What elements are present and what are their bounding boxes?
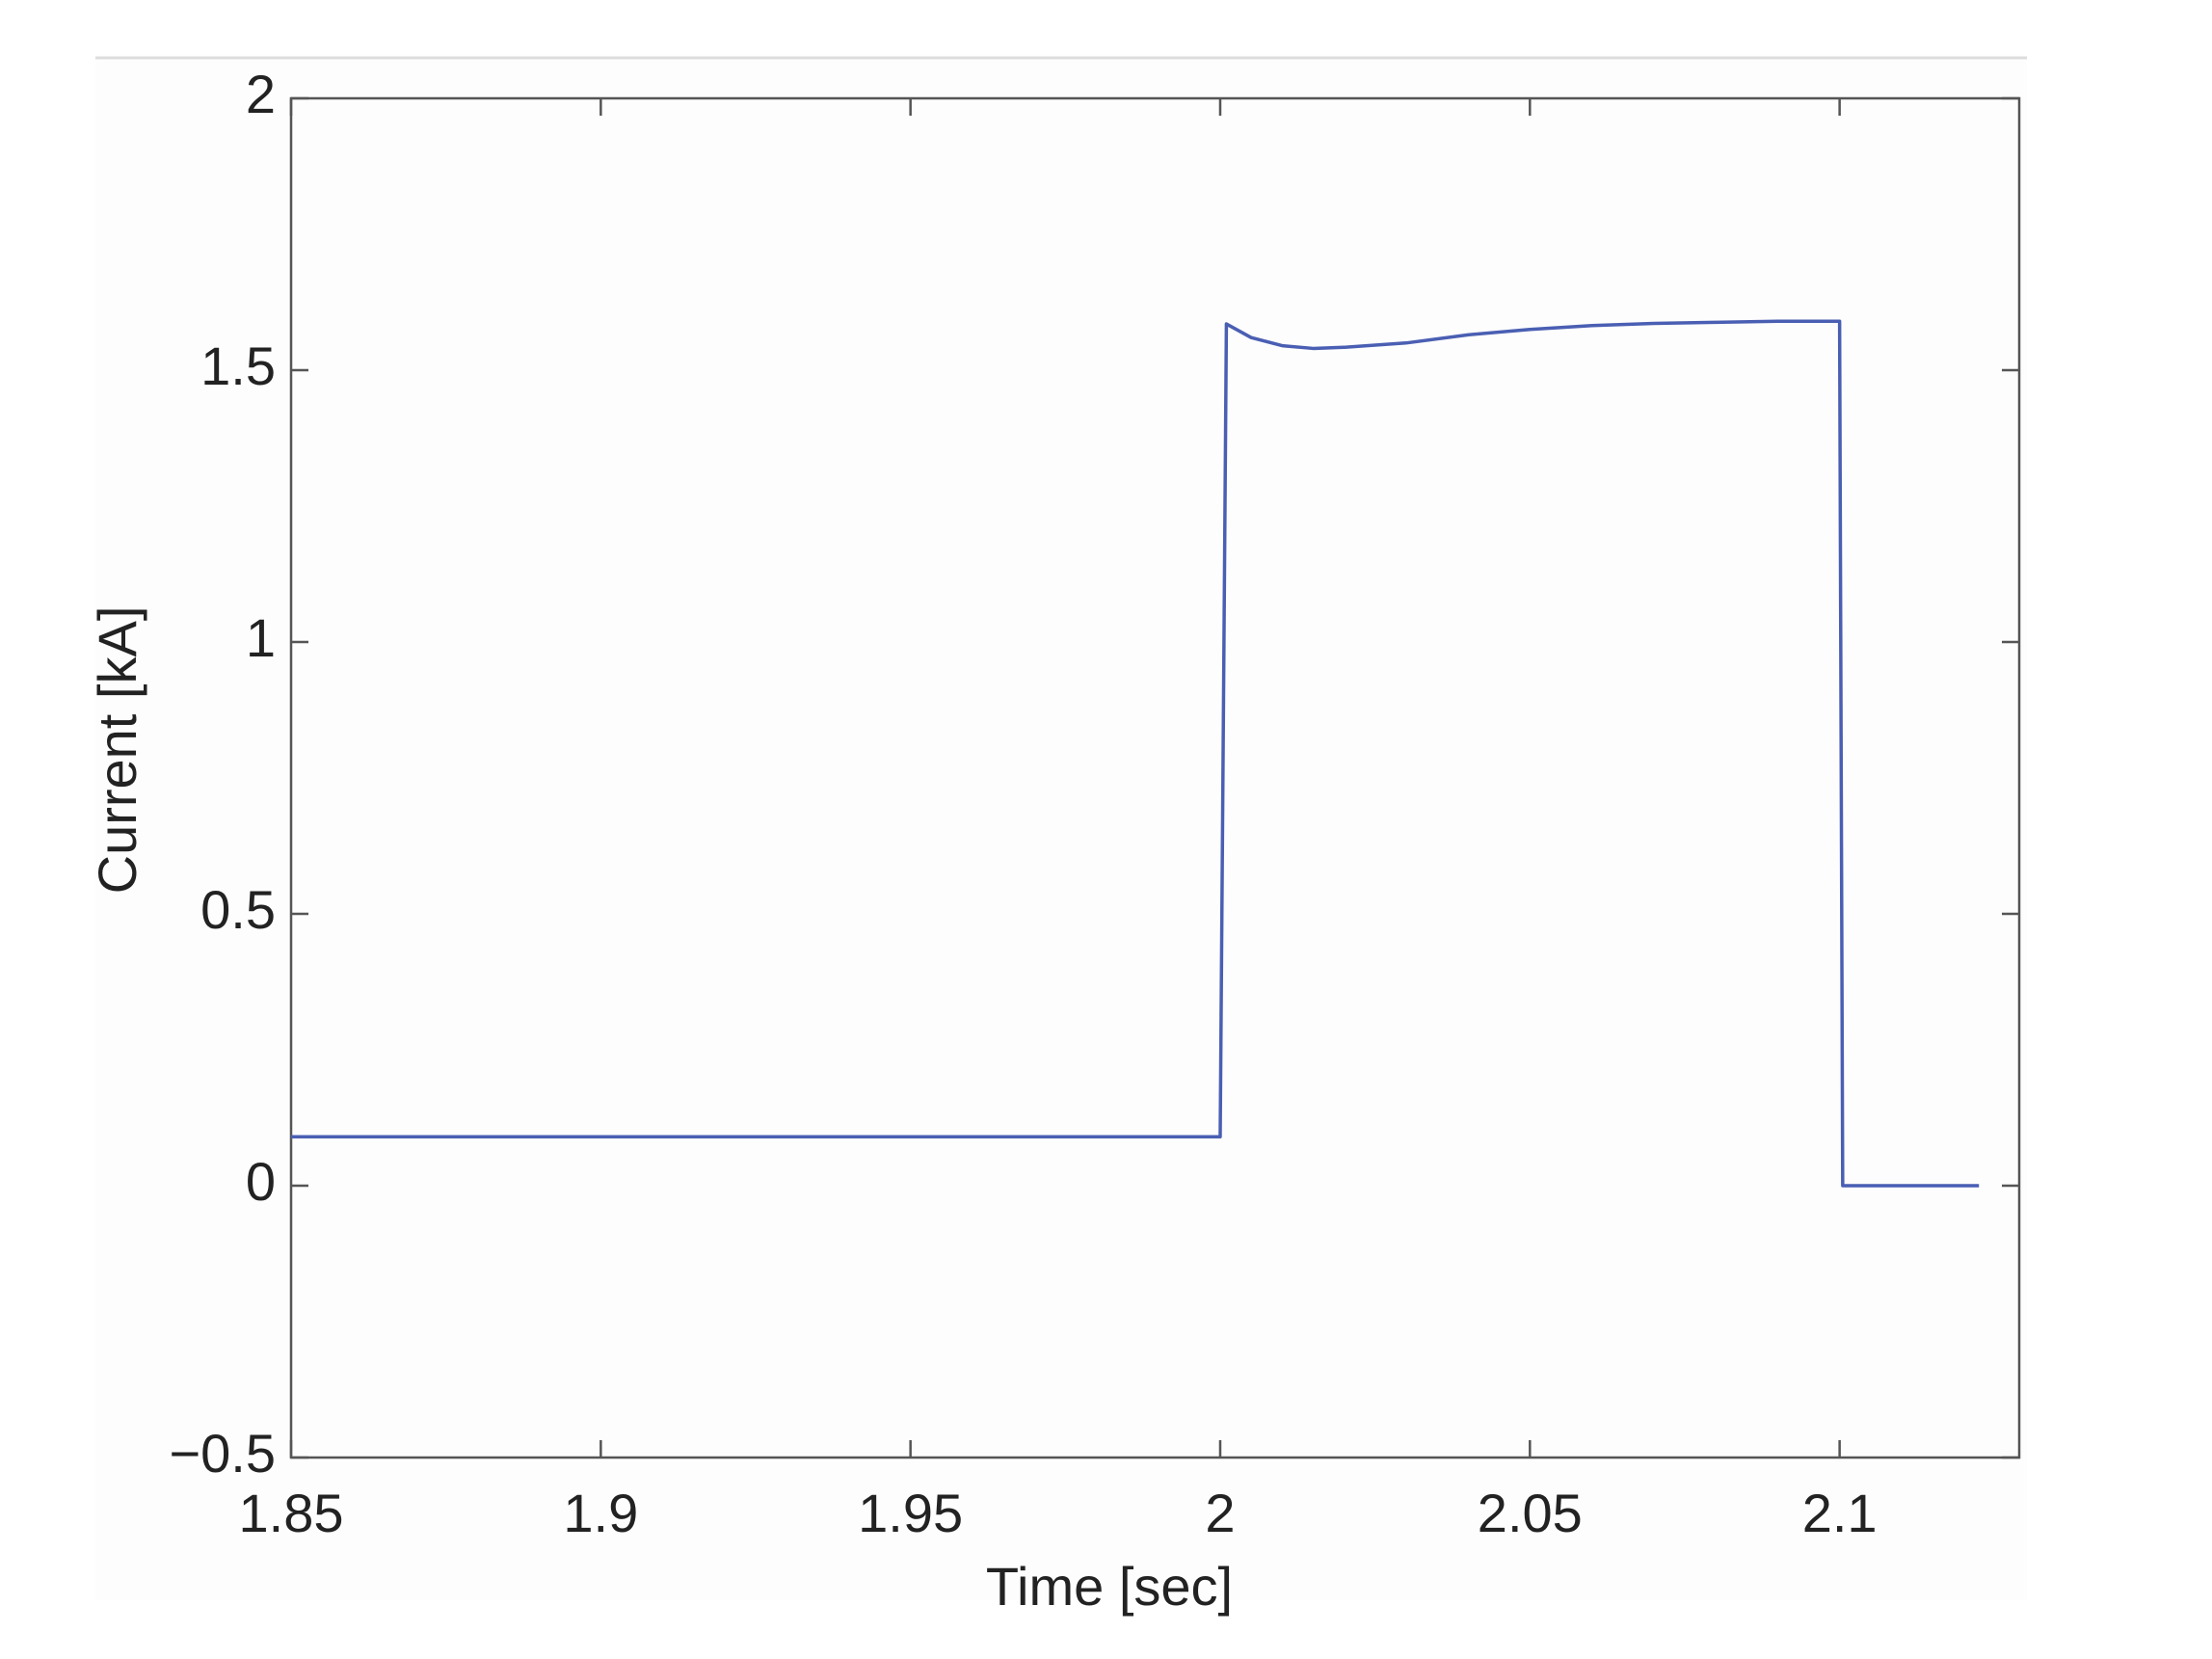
y-tick-label: 2 xyxy=(246,64,276,124)
x-tick-label: 2.05 xyxy=(1478,1483,1583,1543)
y-tick-label: 0 xyxy=(246,1151,276,1212)
x-tick-label: 2.1 xyxy=(1802,1483,1878,1543)
x-tick-label: 1.9 xyxy=(563,1483,638,1543)
y-tick-label: −0.5 xyxy=(169,1423,276,1484)
y-tick-label: 1 xyxy=(246,607,276,668)
y-axis-label: Current [kA] xyxy=(87,606,147,895)
plot-frame xyxy=(289,96,2021,1459)
figure-background xyxy=(95,58,2027,1600)
x-tick-label: 1.95 xyxy=(858,1483,963,1543)
y-tick-label: 1.5 xyxy=(200,335,276,396)
x-axis-label: Time [sec] xyxy=(986,1556,1233,1617)
x-tick-label: 1.85 xyxy=(239,1483,344,1543)
y-tick-label: 0.5 xyxy=(200,879,276,940)
x-tick-label: 2 xyxy=(1205,1483,1235,1543)
data-line xyxy=(291,319,1980,1188)
